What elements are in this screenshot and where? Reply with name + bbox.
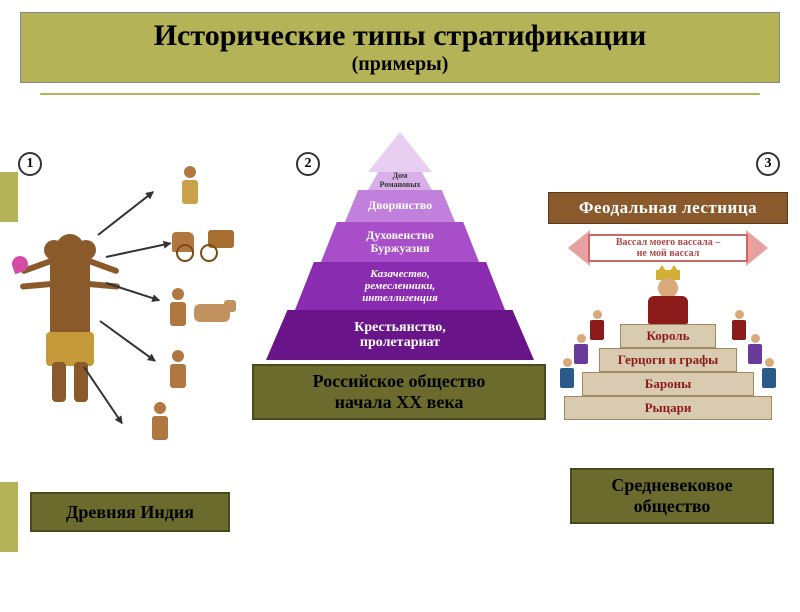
slide-header: Исторические типы стратификации (примеры… [20, 12, 780, 83]
marker-3: 3 [756, 152, 780, 176]
slide-subtitle: (примеры) [31, 53, 769, 76]
label-india: Древняя Индия [30, 492, 230, 532]
pyr-level-3: Казачество, ремесленники, интеллигенция [295, 262, 505, 310]
step-barons: Бароны [582, 372, 754, 396]
divider [40, 93, 760, 95]
pyramid-apex [368, 132, 432, 172]
arrow-3 [106, 282, 160, 301]
feudal-ribbon: Вассал моего вассала – не мой вассал [568, 230, 768, 266]
feudal-title: Феодальная лестница [548, 192, 788, 224]
caste-cow [192, 300, 236, 328]
decor-bar-top [0, 172, 18, 222]
caste-figure-5 [140, 402, 180, 452]
caste-figure-1 [170, 166, 210, 216]
caste-chariot [170, 222, 240, 262]
label-medieval: Средневековое общество [570, 468, 774, 524]
noble-l3 [558, 358, 576, 390]
step-knights: Рыцари [564, 396, 772, 420]
caste-figure-4 [158, 350, 198, 400]
noble-l1 [588, 310, 606, 342]
slide-title: Исторические типы стратификации [31, 19, 769, 53]
pyr-level-0: Дом Романовых [368, 172, 432, 190]
pyr-level-4: Крестьянство, пролетариат [266, 310, 534, 360]
pyr-level-1: Дворянство [345, 190, 455, 222]
noble-r3 [760, 358, 778, 390]
king-figure [645, 270, 691, 324]
step-king: Король [620, 324, 716, 348]
label-russia: Российское общество начала XX века [252, 364, 546, 420]
pyr-level-2: Духовенство Буржуазия [321, 222, 479, 262]
india-diagram [20, 172, 260, 432]
step-dukes: Герцоги и графы [599, 348, 737, 372]
feudal-diagram: Феодальная лестница Вассал моего вассала… [548, 192, 788, 420]
brahma-figure [20, 212, 110, 382]
decor-bar-bottom [0, 482, 18, 552]
arrow-2 [106, 242, 171, 258]
